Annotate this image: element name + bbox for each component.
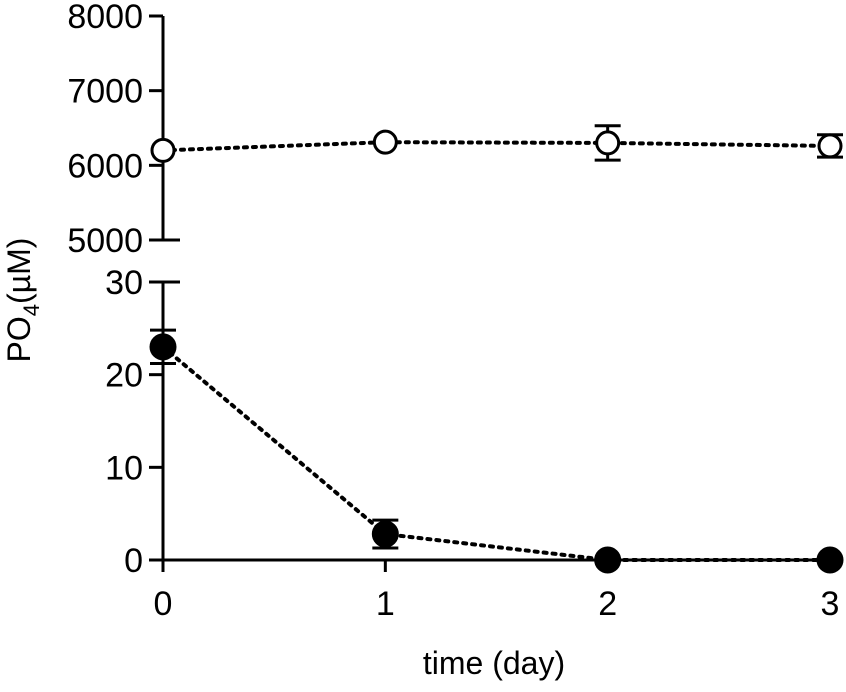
y-tick-label-upper: 5000 bbox=[67, 222, 143, 260]
y-tick-label-lower: 10 bbox=[105, 449, 143, 487]
data-point-open bbox=[817, 133, 843, 159]
series-line-2 bbox=[161, 344, 832, 562]
data-marks bbox=[149, 124, 844, 574]
y-tick-label-lower: 20 bbox=[105, 357, 143, 395]
y-axis-label-main: PO bbox=[1, 316, 37, 362]
axes: 5000 6000 7000 8000 0 10 20 30 0 1 2 3 bbox=[67, 0, 839, 623]
y-tick-label-upper: 6000 bbox=[67, 147, 143, 185]
data-point-filled bbox=[594, 546, 622, 574]
y-tick-label-upper: 7000 bbox=[67, 73, 143, 111]
x-tick-label: 2 bbox=[598, 585, 617, 623]
y-axis-label-sub: 4 bbox=[19, 304, 44, 316]
data-point-filled bbox=[149, 333, 177, 361]
data-point-filled bbox=[371, 520, 399, 548]
y-axis-label: PO4(µM) bbox=[1, 238, 44, 363]
data-point-open bbox=[372, 129, 398, 155]
y-axis-label-unit: (µM) bbox=[1, 238, 37, 304]
x-tick-label: 3 bbox=[821, 585, 840, 623]
y-tick-label-lower: 30 bbox=[105, 264, 143, 302]
x-tick-label: 1 bbox=[376, 585, 395, 623]
y-tick-label-lower: 0 bbox=[124, 542, 143, 580]
data-point-filled bbox=[816, 546, 844, 574]
x-axis-label: time (day) bbox=[423, 645, 565, 681]
y-tick-label-upper: 8000 bbox=[67, 0, 143, 36]
series-line-1 bbox=[161, 140, 832, 153]
data-point-open bbox=[595, 130, 621, 156]
data-point-open bbox=[150, 137, 176, 163]
x-tick-label: 0 bbox=[154, 585, 173, 623]
